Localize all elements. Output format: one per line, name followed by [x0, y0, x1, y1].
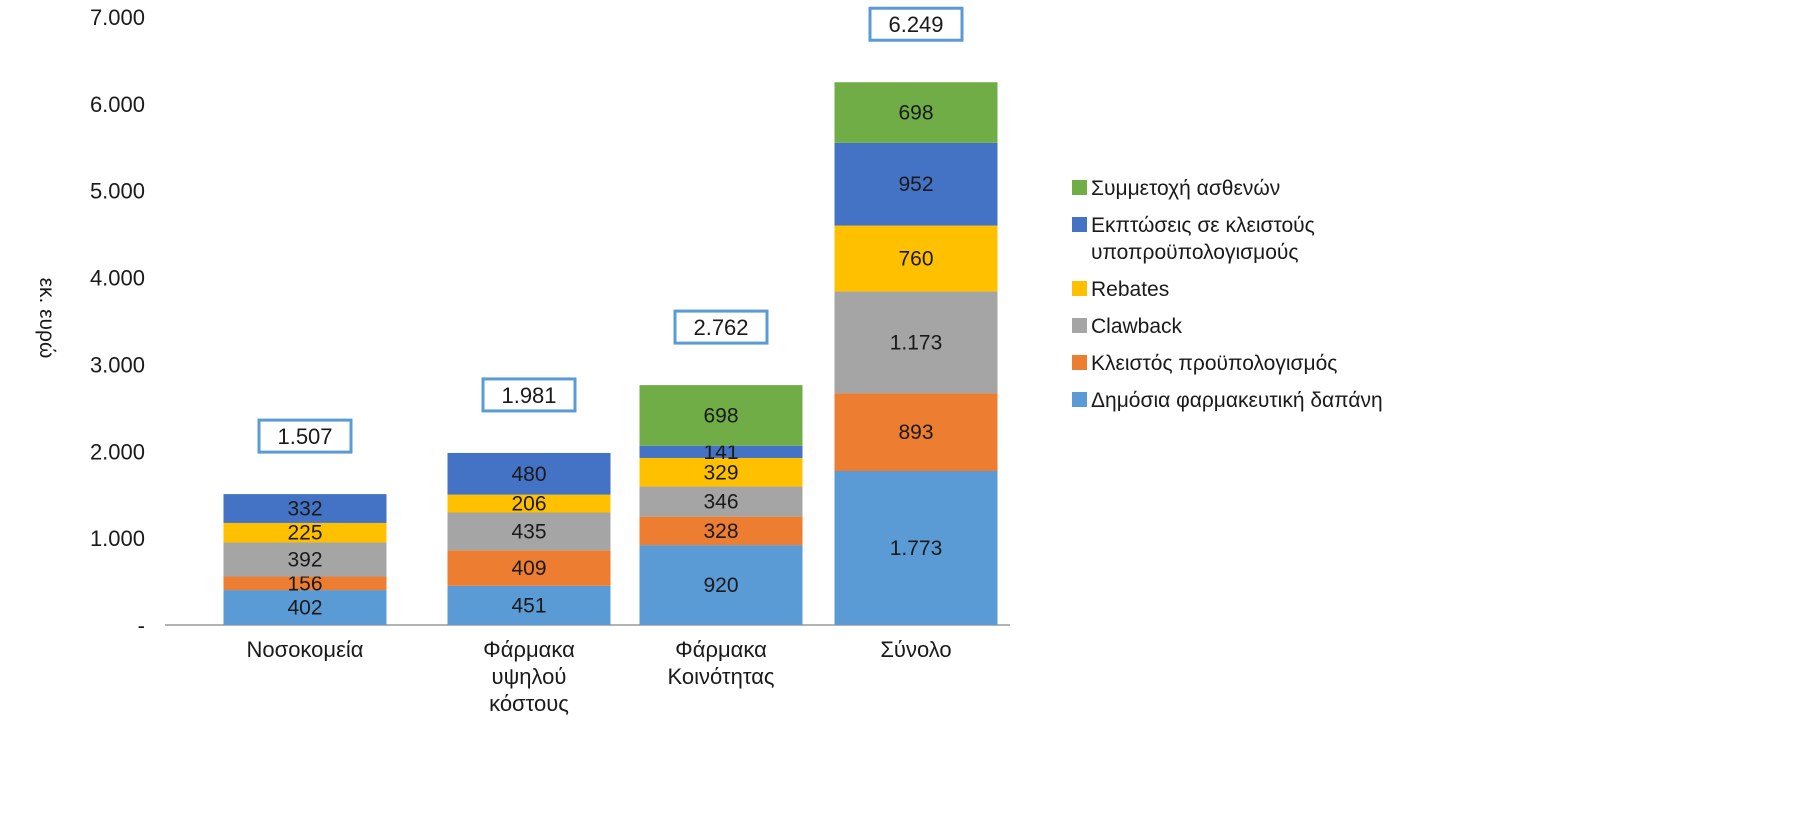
bar-segment	[834, 393, 998, 472]
legend-swatch	[1072, 281, 1087, 296]
data-label: 1.173	[890, 331, 943, 354]
data-label: 893	[898, 421, 933, 444]
data-label: 920	[703, 574, 738, 597]
x-tick-label: κόστους	[489, 691, 569, 716]
bar-segment	[447, 550, 611, 586]
bar-segment	[639, 385, 803, 446]
legend-swatch	[1072, 355, 1087, 370]
total-labels: 1.507 1.981 2.762 6.249	[257, 6, 964, 454]
bar-segment	[639, 445, 803, 458]
legend-label: Rebates	[1091, 278, 1169, 301]
total-box	[481, 377, 577, 413]
total-label: 1.507	[277, 424, 332, 449]
x-tick-label: υψηλού	[492, 664, 567, 689]
data-label: 156	[287, 572, 322, 595]
x-tick-label: Σύνολο	[880, 637, 951, 662]
bar-segment	[834, 142, 998, 226]
legend-swatch	[1072, 318, 1087, 333]
bar-segment	[834, 225, 998, 292]
data-label: 698	[898, 102, 933, 125]
x-tick-label: Φάρμακα	[675, 637, 767, 662]
bar-segment	[447, 585, 611, 625]
data-label: 760	[898, 248, 933, 271]
x-tick-label: Νοσοκομεία	[247, 637, 364, 662]
data-label: 329	[703, 461, 738, 484]
legend-label: Clawback	[1091, 315, 1183, 338]
data-label: 952	[898, 173, 933, 196]
data-label: 435	[511, 520, 546, 543]
data-label: 451	[511, 594, 546, 617]
y-tick-label: 7.000	[90, 5, 145, 30]
bar-segment	[834, 82, 998, 143]
legend-swatch	[1072, 392, 1087, 407]
legend-label: Δημόσια φαρμακευτική δαπάνη	[1091, 389, 1383, 412]
data-label: 409	[511, 557, 546, 580]
bar-segment	[447, 512, 611, 551]
total-box	[673, 309, 769, 345]
x-axis: Νοσοκομεία ΦάρμακαυψηλούκόστουςΦάρμακαΚοι…	[165, 624, 1010, 716]
bar-segment	[223, 542, 387, 577]
y-tick-label: 1.000	[90, 526, 145, 551]
total-label: 1.981	[501, 383, 556, 408]
data-label: 698	[703, 404, 738, 427]
data-label: 402	[287, 597, 322, 620]
x-tick-label: Κοινότητας	[667, 664, 774, 689]
legend-label: Συμμετοχή ασθενών	[1091, 177, 1280, 200]
total-box	[257, 418, 353, 454]
bar-segment	[639, 516, 803, 546]
total-box	[868, 6, 964, 42]
y-tick-label: 3.000	[90, 352, 145, 377]
total-label: 6.249	[888, 12, 943, 37]
legend-swatch	[1072, 217, 1087, 232]
bar-segment	[447, 494, 611, 513]
y-tick-label: 2.000	[90, 439, 145, 464]
y-axis: - 1.000 2.000 3.000 4.000 5.000 6.000 7.000	[90, 5, 145, 638]
y-tick-label: 5.000	[90, 179, 145, 204]
y-tick-label: 6.000	[90, 92, 145, 117]
data-label: 141	[703, 441, 738, 464]
bar-segment	[223, 576, 387, 591]
bar-segment	[447, 452, 611, 495]
data-label: 346	[703, 491, 738, 514]
data-label: 1.773	[890, 537, 943, 560]
x-tick-label: Φάρμακα	[483, 637, 575, 662]
data-label: 225	[287, 522, 322, 545]
y-axis-title: εκ. ευρώ	[35, 278, 58, 359]
legend: Συμμετοχή ασθενών Εκπτώσεις σε κλειστούς υ…	[1072, 177, 1383, 412]
y-tick-label: 4.000	[90, 266, 145, 291]
bar-segment	[639, 486, 803, 517]
data-label: 480	[511, 463, 546, 486]
data-label: 332	[287, 498, 322, 521]
bar-segment	[223, 494, 387, 523]
data-label: 206	[511, 493, 546, 516]
bar-segment	[639, 545, 803, 625]
legend-swatch	[1072, 180, 1087, 195]
legend-label: Εκπτώσεις σε κλειστούς	[1091, 214, 1315, 237]
legend-label: υποπροϋπολογισμούς	[1091, 241, 1299, 264]
data-label: 392	[287, 549, 322, 572]
bar-segment	[834, 471, 998, 625]
data-label: 328	[703, 520, 738, 543]
bar-segment	[223, 522, 387, 543]
bar-segment	[834, 291, 998, 394]
legend-label: Κλειστός προϋπολογισμός	[1091, 352, 1337, 375]
total-label: 2.762	[693, 315, 748, 340]
y-tick-label: -	[138, 613, 145, 638]
bar-segment	[223, 590, 387, 625]
bar-segment	[639, 457, 803, 487]
